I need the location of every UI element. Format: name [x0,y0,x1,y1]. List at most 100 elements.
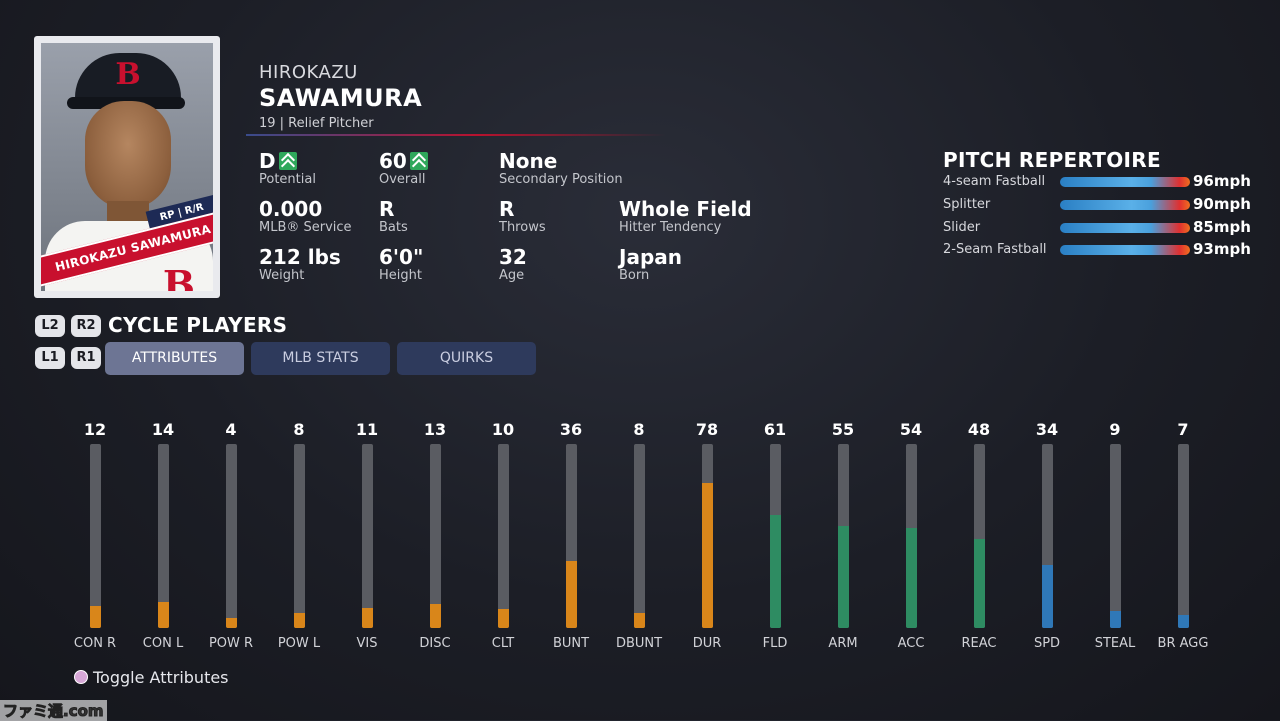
attr-value: 34 [1035,420,1059,439]
attr-bar-track [1042,444,1053,628]
attr-bar [498,609,509,628]
player-card: B B RP | R/R HIROKAZU SAWAMURA [34,36,220,298]
pitch-speed-bar [1060,200,1190,210]
pitch-name: 2-Seam Fastball [943,242,1047,257]
stat-weight: 212 lbs Weight [259,245,341,283]
attr-bar [226,618,237,628]
player-first-name: HIROKAZU [259,62,358,83]
attr-value: 48 [967,420,991,439]
attr-bar [1178,615,1189,628]
attr-bar [974,539,985,628]
attr-label: POW R [208,636,254,651]
attr-bar-track [294,444,305,628]
attr-value: 7 [1177,420,1189,439]
attr-label: POW L [277,636,321,651]
attr-label: FLD [762,636,788,651]
attr-bar-track [770,444,781,628]
attr-label: CON R [73,636,117,651]
stat-overall: 60 Overall [379,150,428,188]
attr-label: DUR [692,636,722,651]
attr-bar [1110,611,1121,628]
attr-value: 12 [83,420,107,439]
attr-label: SPD [1033,636,1061,651]
attr-bar-track [498,444,509,628]
pitch-repertoire-title: PITCH REPERTOIRE [943,148,1161,172]
attr-bar-track [1110,444,1121,628]
attr-bar [770,515,781,628]
pitch-row: Splitter 90mph [943,195,1263,215]
pitch-row: Slider 85mph [943,218,1263,238]
attr-value: 4 [225,420,237,439]
attr-value: 11 [355,420,379,439]
attr-bar-track [430,444,441,628]
r1-button-icon[interactable]: R1 [71,347,101,369]
player-portrait: B B RP | R/R HIROKAZU SAWAMURA [41,43,213,291]
attr-label: CON L [142,636,184,651]
stat-age: 32 Age [499,245,527,283]
attr-value: 61 [763,420,787,439]
attr-value: 8 [293,420,305,439]
tab-mlb-stats[interactable]: MLB STATS [251,342,390,375]
header-divider [246,134,666,136]
attr-label: CLT [491,636,515,651]
stat-throws: R Throws [499,197,546,235]
attr-value: 8 [633,420,645,439]
stat-height: 6'0" Height [379,245,424,283]
cycle-players-label: CYCLE PLAYERS [108,313,288,337]
player-face [85,101,171,209]
attr-value: 9 [1109,420,1121,439]
l1-button-icon[interactable]: L1 [35,347,65,369]
square-button-icon [74,670,88,684]
attr-label: BUNT [552,636,590,651]
tab-quirks[interactable]: QUIRKS [397,342,536,375]
cap: B [75,53,181,103]
r2-button-icon[interactable]: R2 [71,315,101,337]
watermark-logo: ファミ通.com [0,700,107,721]
attr-bar-track [1178,444,1189,628]
attr-value: 55 [831,420,855,439]
attr-bar [566,561,577,628]
l2-button-icon[interactable]: L2 [35,315,65,337]
attr-bar [294,613,305,628]
pitch-row: 2-Seam Fastball 93mph [943,240,1263,260]
attr-label: STEAL [1094,636,1136,651]
pitch-speed-bar [1060,177,1190,187]
attr-bar-track [702,444,713,628]
pitch-speed: 90mph [1193,195,1251,213]
attr-bar-track [90,444,101,628]
attr-bar [1042,565,1053,628]
attr-value: 36 [559,420,583,439]
pitch-name: 4-seam Fastball [943,174,1046,189]
player-number-position: 19 | Relief Pitcher [259,116,374,131]
player-last-name: SAWAMURA [259,84,423,112]
attr-bar-track [226,444,237,628]
jersey-logo-icon: B [162,262,195,291]
attr-bar-track [158,444,169,628]
pitch-speed: 96mph [1193,172,1251,190]
attr-bar-track [974,444,985,628]
upgrade-arrow-icon [278,152,297,170]
toggle-attributes-hint[interactable]: Toggle Attributes [74,668,229,687]
attr-bar [158,602,169,628]
attr-label: DBUNT [615,636,663,651]
stat-secondary-position: None Secondary Position [499,149,623,187]
attr-bar [362,608,373,628]
stat-hitter-tendency: Whole Field Hitter Tendency [619,197,752,235]
stat-born: Japan Born [619,245,682,283]
team-logo-icon: B [115,57,141,92]
attr-value: 78 [695,420,719,439]
attr-label: ACC [897,636,925,651]
pitch-speed-bar [1060,223,1190,233]
pitch-name: Splitter [943,197,991,212]
attr-bar [838,526,849,628]
pitch-speed-bar [1060,245,1190,255]
attr-bar-track [838,444,849,628]
stat-mlb-service: 0.000 MLB® Service [259,197,352,235]
upgrade-arrow-icon [409,152,428,170]
tab-attributes[interactable]: ATTRIBUTES [105,342,244,375]
attr-label: REAC [961,636,997,651]
attr-value: 13 [423,420,447,439]
attr-bar [634,613,645,628]
attr-bar-track [362,444,373,628]
pitch-row: 4-seam Fastball 96mph [943,172,1263,192]
